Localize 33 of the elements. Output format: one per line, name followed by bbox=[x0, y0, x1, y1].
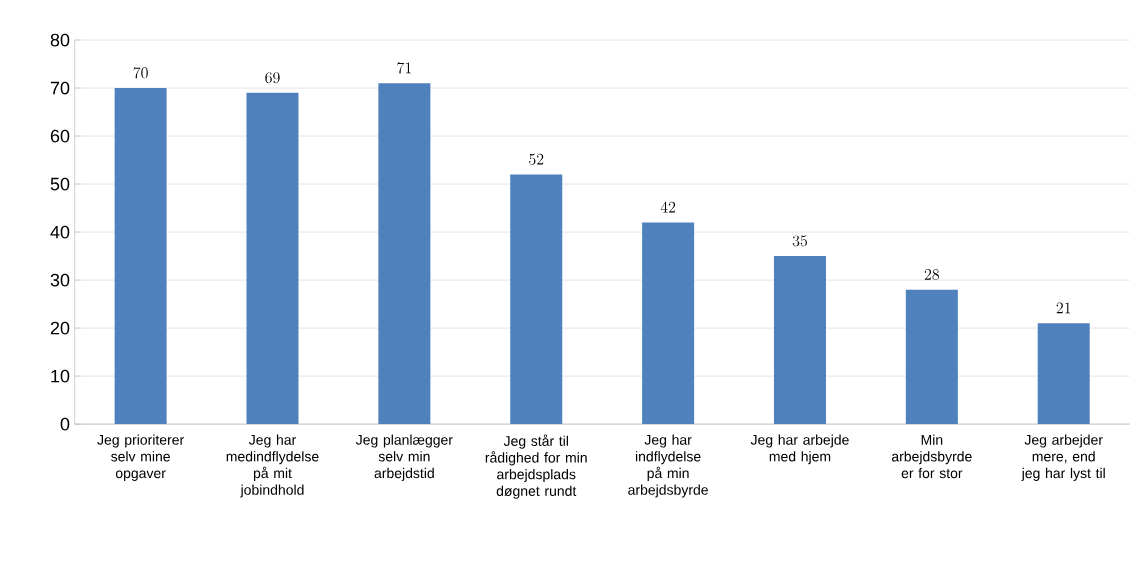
data-label: 70 bbox=[133, 67, 148, 79]
x-tick-label: Jeg prioriterer selv mine opgaver bbox=[97, 434, 184, 481]
y-tick-label: 30 bbox=[50, 273, 70, 287]
bar bbox=[114, 87, 167, 425]
data-label: 69 bbox=[265, 72, 280, 84]
data-label: 52 bbox=[529, 153, 544, 165]
y-tick-label: 80 bbox=[50, 33, 70, 47]
data-label: 35 bbox=[792, 235, 808, 247]
y-tick-label: 70 bbox=[50, 81, 70, 95]
x-tick-label: Jeg har medindflydelse på mit jobindhold bbox=[226, 434, 319, 498]
bar bbox=[1037, 323, 1090, 425]
y-tick-label: 40 bbox=[50, 225, 70, 239]
bar bbox=[378, 83, 431, 425]
x-tick-label: Jeg har arbejde med hjem bbox=[750, 434, 849, 465]
bar bbox=[642, 222, 695, 425]
bar bbox=[510, 174, 563, 425]
bar bbox=[905, 289, 958, 425]
y-tick-label: 10 bbox=[51, 369, 70, 383]
data-label: 28 bbox=[924, 268, 940, 280]
data-label: 21 bbox=[1056, 302, 1071, 314]
y-tick-label: 60 bbox=[50, 129, 70, 143]
x-tick-label: Jeg står til rådighed for min arbejdsplads døgnet rundt bbox=[485, 434, 587, 499]
x-tick-label: Jeg har indflydelse på min arbejdsbyrde bbox=[628, 434, 708, 498]
data-label: 71 bbox=[397, 62, 411, 74]
bar bbox=[773, 256, 826, 425]
y-tick-label: 0 bbox=[60, 417, 70, 431]
bar bbox=[246, 92, 299, 425]
x-tick-label: Jeg planlægger selv min arbejdstid bbox=[355, 434, 453, 481]
y-tick-label: 50 bbox=[50, 177, 70, 191]
y-tick-label: 20 bbox=[50, 321, 70, 335]
data-label: 42 bbox=[660, 201, 676, 213]
x-tick-label: Jeg arbejder mere, end jeg har lyst til bbox=[1021, 434, 1105, 481]
x-tick-label: Min arbejdsbyrde er for stor bbox=[891, 434, 972, 479]
